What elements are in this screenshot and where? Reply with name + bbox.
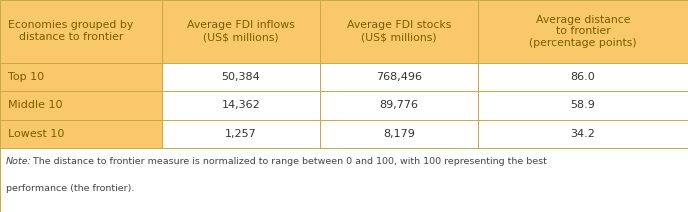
Bar [0, 91, 162, 120]
Text: The distance to frontier measure is normalized to range between 0 and 100, with : The distance to frontier measure is norm… [30, 157, 547, 166]
Bar [0, 120, 162, 148]
Bar [320, 63, 478, 91]
Bar [162, 63, 320, 91]
Text: 1,257: 1,257 [225, 129, 257, 139]
Text: 50,384: 50,384 [222, 72, 260, 82]
Text: 89,776: 89,776 [380, 100, 418, 110]
Bar [320, 120, 478, 148]
Bar [478, 63, 688, 91]
Text: Top 10: Top 10 [8, 72, 45, 82]
Text: 86.0: 86.0 [571, 72, 595, 82]
Bar [162, 120, 320, 148]
Text: Average distance
to frontier
(percentage points): Average distance to frontier (percentage… [529, 15, 637, 48]
Bar [0, 63, 162, 91]
Text: Average FDI inflows
(US$ millions): Average FDI inflows (US$ millions) [187, 21, 294, 42]
Bar [0, 0, 688, 63]
Text: Lowest 10: Lowest 10 [8, 129, 65, 139]
Bar [478, 91, 688, 120]
Bar [320, 91, 478, 120]
Text: 58.9: 58.9 [570, 100, 596, 110]
Text: Middle 10: Middle 10 [8, 100, 63, 110]
Text: 8,179: 8,179 [383, 129, 415, 139]
Text: Economies grouped by
distance to frontier: Economies grouped by distance to frontie… [8, 21, 133, 42]
Bar [478, 120, 688, 148]
Text: performance (the frontier).: performance (the frontier). [6, 184, 134, 193]
Text: 14,362: 14,362 [222, 100, 260, 110]
Bar [0, 148, 688, 212]
Bar [162, 91, 320, 120]
Text: 34.2: 34.2 [570, 129, 596, 139]
Text: Note:: Note: [6, 157, 32, 166]
Text: Average FDI stocks
(US$ millions): Average FDI stocks (US$ millions) [347, 21, 451, 42]
Text: 768,496: 768,496 [376, 72, 422, 82]
